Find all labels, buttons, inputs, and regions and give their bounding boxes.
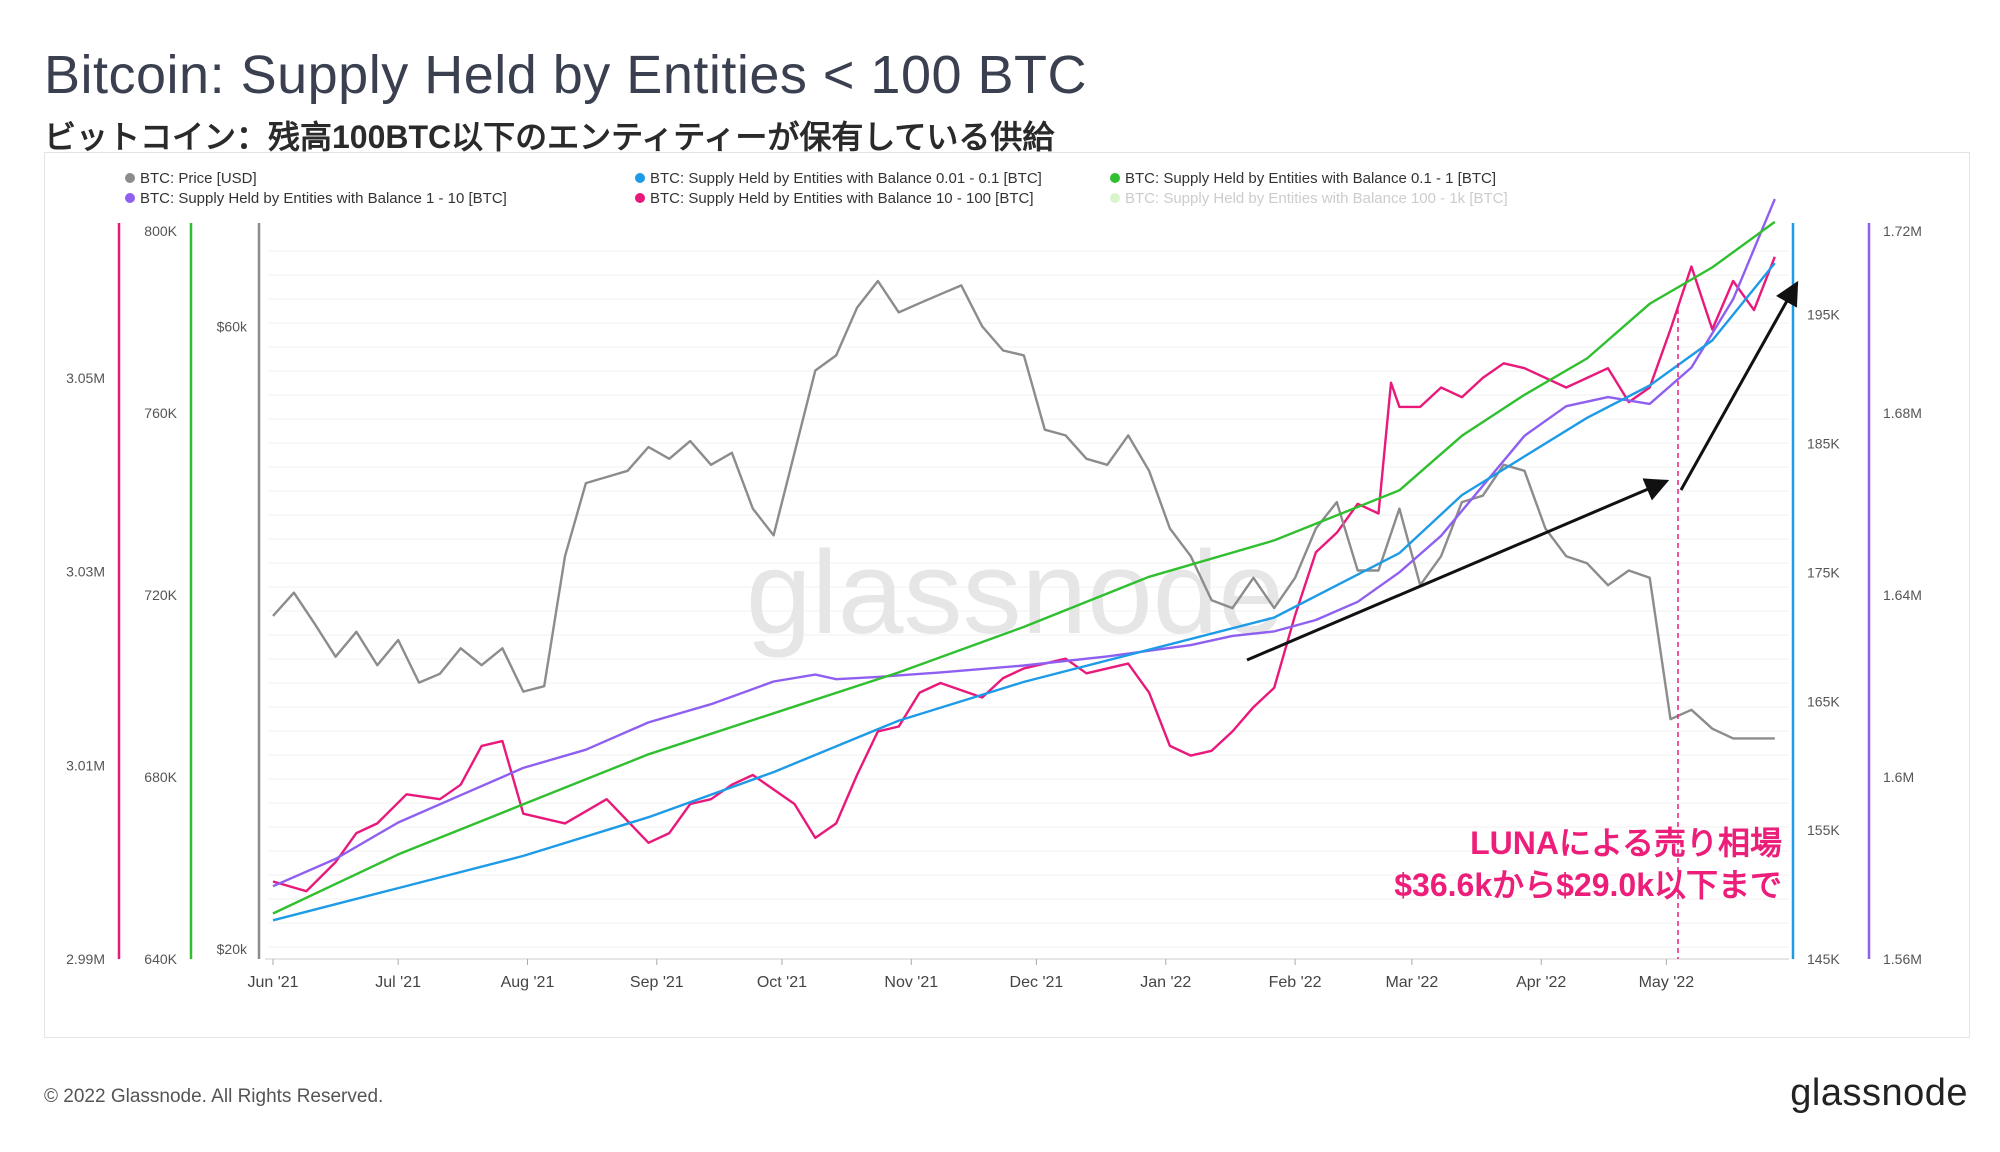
axis-tick-s10: 3.01M [66, 757, 105, 773]
axis-tick-price: $60k [217, 318, 248, 334]
x-tick-label: Jul '21 [375, 974, 421, 991]
axis-tick-s01: 800K [144, 223, 177, 239]
axis-tick-s001: 175K [1807, 564, 1840, 580]
legend-item-s100[interactable]: BTC: Supply Held by Entities with Balanc… [1110, 190, 1508, 207]
chart-svg: BTC: Price [USD] BTC: Supply Held by Enti… [66, 170, 1922, 991]
glassnode-watermark: glassnode [746, 527, 1284, 659]
copyright: © 2022 Glassnode. All Rights Reserved. [44, 1086, 384, 1107]
legend-label: BTC: Supply Held by Entities with Balanc… [140, 190, 507, 207]
luna-annotation: LUNAによる売り相場 $36.6kから$29.0k以下まで [1394, 822, 1782, 906]
trend-arrow-1 [1246, 478, 1670, 662]
axis-tick-s1: 1.72M [1883, 223, 1922, 239]
axis-tick-s001: 195K [1807, 307, 1840, 323]
chart-axes: 2.99M 3.01M 3.03M 3.05M 640K 680K 720K 760K 800K… [66, 223, 1922, 991]
axis-tick-s1: 1.64M [1883, 587, 1922, 603]
legend-dot [1110, 173, 1120, 183]
x-tick-label: Mar '22 [1385, 974, 1438, 991]
series-line-s10 [272, 256, 1776, 893]
legend-item-s01[interactable]: BTC: Supply Held by Entities with Balanc… [1110, 170, 1496, 187]
legend-label: BTC: Price [USD] [140, 170, 257, 187]
series-line-s01 [272, 220, 1776, 915]
axis-tick-s1: 1.56M [1883, 951, 1922, 967]
axis-tick-price: $20k [217, 941, 248, 957]
axis-tick-s001: 155K [1807, 822, 1840, 838]
trend-arrow-2 [1679, 280, 1799, 491]
axis-tick-s001: 185K [1807, 436, 1840, 452]
axis-tick-s1: 1.6M [1883, 769, 1914, 785]
chart-grid [268, 250, 1789, 948]
axis-tick-s01: 720K [144, 587, 177, 603]
luna-annotation-line1: LUNAによる売り相場 [1470, 825, 1782, 861]
legend-dot [125, 173, 135, 183]
chart-series [272, 198, 1776, 922]
x-tick-label: Jan '22 [1140, 974, 1191, 991]
legend-item-price[interactable]: BTC: Price [USD] [125, 170, 257, 187]
axis-tick-s001: 165K [1807, 693, 1840, 709]
luna-annotation-line2: $36.6kから$29.0k以下まで [1394, 867, 1782, 903]
chart-legend: BTC: Price [USD] BTC: Supply Held by Enti… [125, 170, 1508, 207]
axis-tick-s001: 145K [1807, 951, 1840, 967]
glassnode-logo: glassnode [1790, 1072, 1968, 1114]
axis-tick-s01: 680K [144, 769, 177, 785]
legend-dot [1110, 193, 1120, 203]
x-tick-label: Dec '21 [1010, 974, 1064, 991]
trend-arrows [1246, 280, 1799, 959]
axis-tick-s10: 2.99M [66, 951, 105, 967]
axis-tick-s1: 1.68M [1883, 405, 1922, 421]
legend-label: BTC: Supply Held by Entities with Balanc… [650, 170, 1042, 187]
x-tick-label: Sep '21 [630, 974, 684, 991]
legend-item-s10[interactable]: BTC: Supply Held by Entities with Balanc… [635, 190, 1034, 207]
x-tick-label: Feb '22 [1269, 974, 1322, 991]
axis-tick-s10: 3.03M [66, 564, 105, 580]
x-tick-label: May '22 [1639, 974, 1695, 991]
x-tick-label: Apr '22 [1516, 974, 1566, 991]
x-tick-label: Aug '21 [501, 974, 555, 991]
legend-dot [125, 193, 135, 203]
legend-label: BTC: Supply Held by Entities with Balanc… [650, 190, 1034, 207]
axis-tick-s10: 3.05M [66, 370, 105, 386]
series-line-price [272, 279, 1775, 740]
legend-dot [635, 173, 645, 183]
series-line-s001 [272, 262, 1776, 922]
x-tick-label: Oct '21 [757, 974, 807, 991]
legend-label: BTC: Supply Held by Entities with Balanc… [1125, 170, 1496, 187]
x-tick-label: Nov '21 [884, 974, 938, 991]
axis-tick-s01: 640K [144, 951, 177, 967]
series-line-s1 [272, 198, 1776, 888]
legend-dot [635, 193, 645, 203]
legend-item-s001[interactable]: BTC: Supply Held by Entities with Balanc… [635, 170, 1042, 187]
chart-subtitle: ビットコイン：残高100BTC以下のエンティティーが保有している供給 [44, 119, 1055, 155]
legend-item-s1[interactable]: BTC: Supply Held by Entities with Balanc… [125, 190, 507, 207]
legend-label: BTC: Supply Held by Entities with Balanc… [1125, 190, 1508, 207]
chart-title: Bitcoin: Supply Held by Entities < 100 B… [44, 45, 1088, 105]
axis-tick-s01: 760K [144, 405, 177, 421]
x-tick-label: Jun '21 [247, 974, 298, 991]
chart-panel: BTC: Price [USD] BTC: Supply Held by Enti… [44, 152, 1970, 1038]
